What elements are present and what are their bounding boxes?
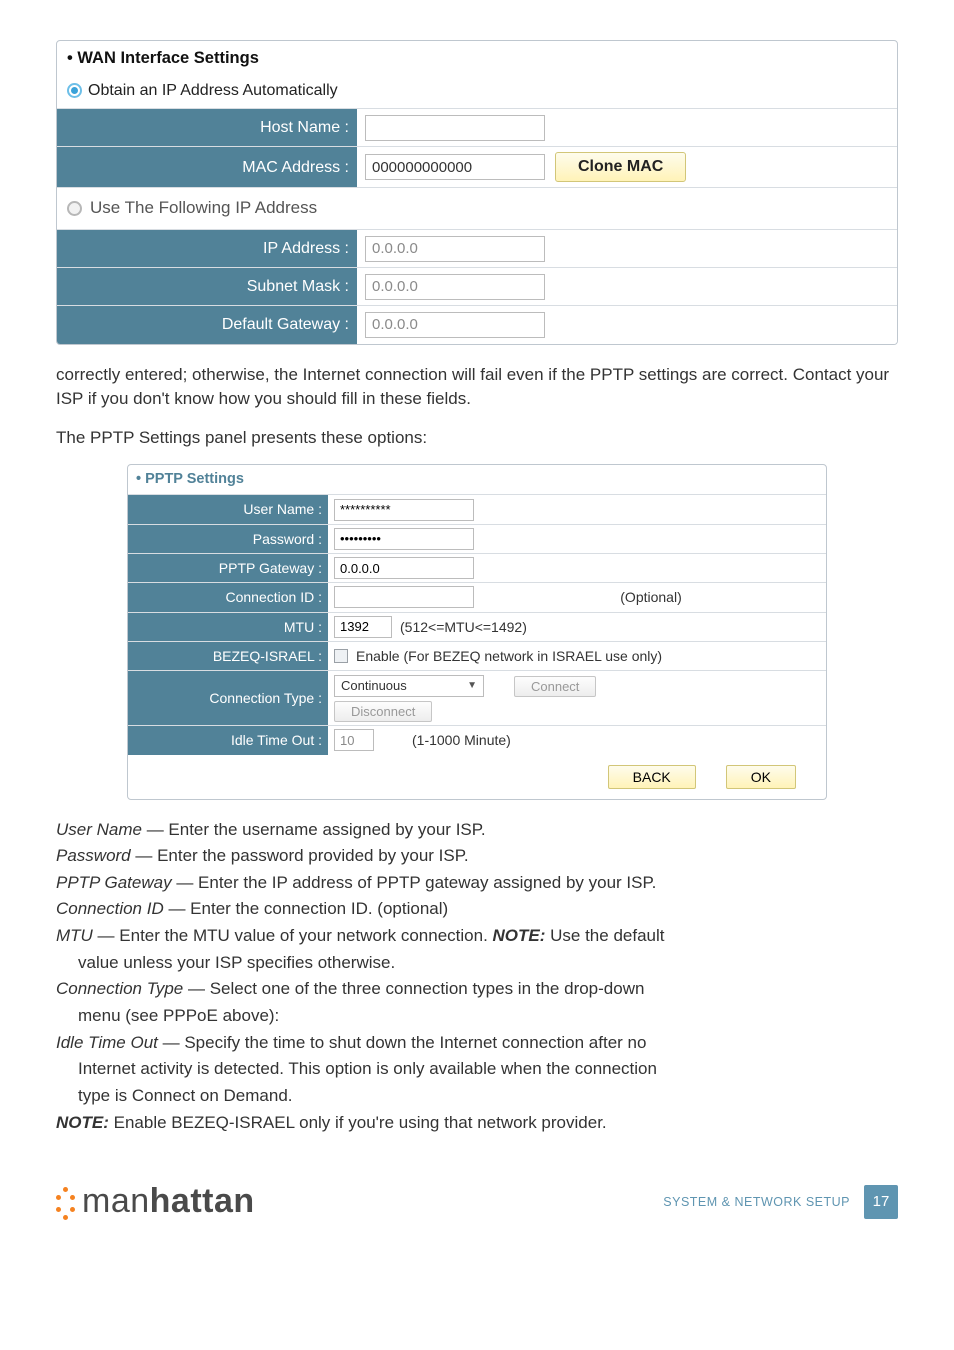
- radio-following-icon: [67, 201, 82, 216]
- row-gateway: Default Gateway :: [57, 305, 897, 343]
- footer-page-number: 17: [864, 1185, 898, 1219]
- disconnect-button[interactable]: Disconnect: [334, 701, 432, 722]
- wan-interface-panel: • WAN Interface Settings Obtain an IP Ad…: [56, 40, 898, 345]
- row-subnet: Subnet Mask :: [57, 267, 897, 305]
- term-pass: Password: [56, 846, 131, 865]
- idle-input[interactable]: [334, 729, 374, 751]
- chevron-down-icon: ▼: [467, 679, 477, 694]
- mac-label: MAC Address :: [57, 147, 357, 187]
- lbl-cid: Connection ID :: [128, 583, 328, 611]
- lbl-gw: PPTP Gateway :: [128, 554, 328, 582]
- ip-label: IP Address :: [57, 230, 357, 267]
- cid-hint: (Optional): [482, 587, 820, 607]
- lbl-idle: Idle Time Out :: [128, 726, 328, 754]
- def-idle-1: — Specify the time to shut down the Inte…: [158, 1033, 647, 1052]
- radio-following-label: Use The Following IP Address: [90, 196, 317, 221]
- paragraph-2: The PPTP Settings panel presents these o…: [56, 426, 898, 451]
- gateway-input[interactable]: [365, 312, 545, 338]
- term-cid: Connection ID: [56, 899, 164, 918]
- mtu-input[interactable]: [334, 616, 392, 638]
- final-note-text: Enable BEZEQ-ISRAEL only if you're using…: [109, 1113, 607, 1132]
- radio-obtain-label: Obtain an IP Address Automatically: [88, 79, 338, 102]
- def-mtu-1: — Enter the MTU value of your network co…: [93, 926, 493, 945]
- def-ctype-1: — Select one of the three connection typ…: [183, 979, 644, 998]
- manhattan-logo: manhattan: [56, 1177, 255, 1226]
- subnet-input[interactable]: [365, 274, 545, 300]
- connect-button[interactable]: Connect: [514, 676, 596, 697]
- note-mtu: NOTE:: [493, 926, 546, 945]
- final-note-label: NOTE:: [56, 1113, 109, 1132]
- radio-following-row[interactable]: Use The Following IP Address: [57, 187, 897, 229]
- wan-panel-title: • WAN Interface Settings: [57, 41, 897, 75]
- def-idle-2: Internet activity is detected. This opti…: [78, 1059, 657, 1078]
- host-name-label: Host Name :: [57, 109, 357, 146]
- lbl-ctype: Connection Type :: [128, 671, 328, 725]
- mac-input[interactable]: [365, 154, 545, 180]
- logo-text: manhattan: [82, 1177, 255, 1226]
- ok-button[interactable]: OK: [726, 765, 796, 789]
- ctype-select-value: Continuous: [341, 677, 407, 696]
- term-user: User Name: [56, 820, 142, 839]
- def-user: — Enter the username assigned by your IS…: [142, 820, 486, 839]
- def-gw: — Enter the IP address of PPTP gateway a…: [172, 873, 657, 892]
- term-mtu: MTU: [56, 926, 93, 945]
- back-button[interactable]: BACK: [608, 765, 696, 789]
- lbl-user: User Name :: [128, 495, 328, 523]
- paragraph-1: correctly entered; otherwise, the Intern…: [56, 363, 898, 412]
- bezeq-checkbox[interactable]: [334, 649, 348, 663]
- subnet-label: Subnet Mask :: [57, 268, 357, 305]
- radio-obtain-row[interactable]: Obtain an IP Address Automatically: [57, 75, 897, 108]
- idle-hint: (1-1000 Minute): [412, 730, 511, 750]
- ctype-select[interactable]: Continuous ▼: [334, 675, 484, 697]
- ip-input[interactable]: [365, 236, 545, 262]
- gateway-label: Default Gateway :: [57, 306, 357, 343]
- row-mac: MAC Address : Clone MAC: [57, 146, 897, 187]
- def-mtu-2: Use the default: [545, 926, 664, 945]
- user-input[interactable]: [334, 499, 474, 521]
- bezeq-hint: Enable (For BEZEQ network in ISRAEL use …: [356, 646, 662, 666]
- row-ip: IP Address :: [57, 229, 897, 267]
- mtu-hint: (512<=MTU<=1492): [400, 617, 527, 637]
- lbl-bezeq: BEZEQ-ISRAEL :: [128, 642, 328, 670]
- def-pass: — Enter the password provided by your IS…: [131, 846, 469, 865]
- cid-input[interactable]: [334, 586, 474, 608]
- clone-mac-button[interactable]: Clone MAC: [555, 152, 686, 182]
- def-idle-3: type is Connect on Demand.: [78, 1086, 293, 1105]
- panel2-button-row: BACK OK: [128, 755, 826, 799]
- term-ctype: Connection Type: [56, 979, 183, 998]
- pptp-title: • PPTP Settings: [128, 465, 826, 494]
- lbl-mtu: MTU :: [128, 613, 328, 641]
- host-name-input[interactable]: [365, 115, 545, 141]
- logo-dots-icon: [56, 1185, 82, 1219]
- row-host-name: Host Name :: [57, 108, 897, 146]
- gw-input[interactable]: [334, 557, 474, 579]
- def-cid: — Enter the connection ID. (optional): [164, 899, 448, 918]
- def-mtu-3: value unless your ISP specifies otherwis…: [78, 953, 395, 972]
- pptp-settings-panel: • PPTP Settings User Name : Password : P…: [127, 464, 827, 799]
- def-ctype-2: menu (see PPPoE above):: [78, 1006, 279, 1025]
- page-footer: manhattan SYSTEM & NETWORK SETUP 17: [56, 1177, 898, 1226]
- footer-section-label: SYSTEM & NETWORK SETUP: [663, 1193, 850, 1211]
- pass-input[interactable]: [334, 528, 474, 550]
- lbl-pass: Password :: [128, 525, 328, 553]
- definitions-block: User Name — Enter the username assigned …: [56, 818, 898, 1136]
- radio-obtain-icon: [67, 83, 82, 98]
- term-idle: Idle Time Out: [56, 1033, 158, 1052]
- term-gw: PPTP Gateway: [56, 873, 172, 892]
